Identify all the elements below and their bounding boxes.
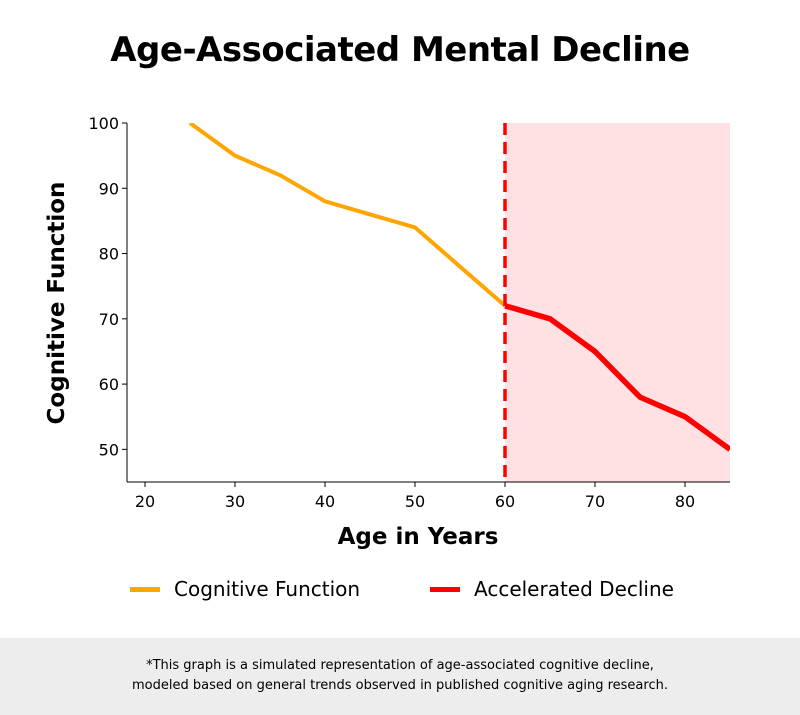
legend-label: Cognitive Function xyxy=(174,577,361,601)
y-tick-label: 60 xyxy=(99,375,119,394)
x-tick-label: 20 xyxy=(135,492,155,511)
footer-line-1: *This graph is a simulated representatio… xyxy=(146,658,654,673)
series-line-cognitive-function xyxy=(188,123,507,308)
legend-item-cognitive-function: Cognitive Function xyxy=(130,575,360,603)
y-tick-label: 80 xyxy=(99,245,119,264)
x-axis-label: Age in Years xyxy=(337,524,499,550)
y-tick-label: 90 xyxy=(99,179,119,198)
x-tick-label: 70 xyxy=(585,492,605,511)
y-axis-label: Cognitive Function xyxy=(44,181,70,425)
series-line-accelerated-decline xyxy=(504,303,730,452)
x-tick-label: 40 xyxy=(315,492,335,511)
x-tick-label: 80 xyxy=(675,492,695,511)
legend-item-accelerated-decline: Accelerated Decline xyxy=(430,575,674,603)
legend-swatch-cognitive-function xyxy=(130,586,160,592)
y-tick-label: 100 xyxy=(88,114,119,133)
x-tick-label: 30 xyxy=(225,492,245,511)
y-tick-label: 50 xyxy=(99,440,119,459)
x-tick-label: 60 xyxy=(495,492,515,511)
footer-line-2: modeled based on general trends observed… xyxy=(132,678,668,693)
x-tick-label: 50 xyxy=(405,492,425,511)
legend-label: Accelerated Decline xyxy=(474,577,674,601)
chart-title: Age-Associated Mental Decline xyxy=(110,30,690,70)
footer-note: *This graph is a simulated representatio… xyxy=(0,638,800,715)
y-tick-label: 70 xyxy=(99,310,119,329)
legend-swatch-accelerated-decline xyxy=(430,586,460,592)
